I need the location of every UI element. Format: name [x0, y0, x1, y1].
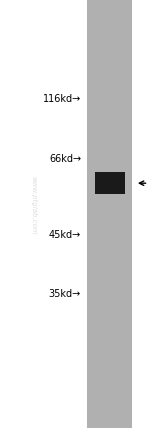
Text: 35kd→: 35kd→: [49, 289, 81, 300]
Text: www.ptglab.com: www.ptglab.com: [30, 176, 36, 235]
Bar: [94, 172, 124, 194]
Text: 66kd→: 66kd→: [49, 154, 81, 164]
Text: 116kd→: 116kd→: [43, 94, 81, 104]
Text: 45kd→: 45kd→: [49, 230, 81, 241]
Bar: [87, 0, 132, 428]
